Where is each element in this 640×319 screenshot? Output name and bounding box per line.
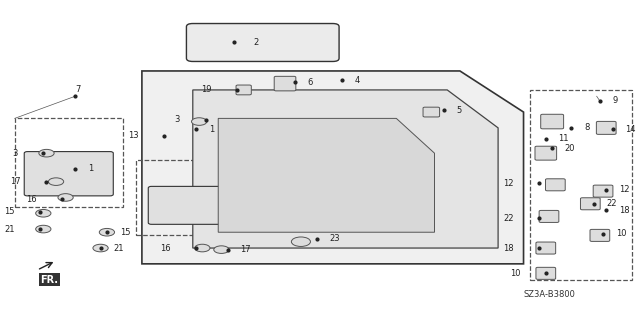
FancyBboxPatch shape xyxy=(541,114,564,129)
Text: 6: 6 xyxy=(307,78,313,86)
Text: 3: 3 xyxy=(175,115,180,124)
Circle shape xyxy=(191,118,207,125)
Circle shape xyxy=(291,237,310,247)
Text: 12: 12 xyxy=(619,185,630,194)
Text: 1: 1 xyxy=(209,125,214,134)
FancyBboxPatch shape xyxy=(590,229,610,241)
FancyBboxPatch shape xyxy=(580,198,600,210)
Circle shape xyxy=(195,244,210,252)
Text: 10: 10 xyxy=(616,229,627,238)
Text: 13: 13 xyxy=(128,131,139,140)
FancyBboxPatch shape xyxy=(596,122,616,134)
Circle shape xyxy=(214,246,229,253)
Circle shape xyxy=(36,225,51,233)
Text: 19: 19 xyxy=(202,85,212,94)
FancyBboxPatch shape xyxy=(236,85,252,95)
Circle shape xyxy=(93,244,108,252)
Text: 1: 1 xyxy=(88,165,93,174)
Text: 22: 22 xyxy=(504,213,514,222)
Text: 16: 16 xyxy=(26,195,37,204)
FancyBboxPatch shape xyxy=(148,186,231,224)
Text: FR.: FR. xyxy=(40,275,58,285)
Polygon shape xyxy=(142,71,524,264)
Text: 23: 23 xyxy=(330,234,340,243)
Text: 2: 2 xyxy=(253,38,259,47)
Text: 18: 18 xyxy=(504,243,514,253)
Circle shape xyxy=(99,228,115,236)
Text: 7: 7 xyxy=(75,85,81,94)
FancyBboxPatch shape xyxy=(274,76,296,91)
Text: 16: 16 xyxy=(160,243,170,253)
FancyBboxPatch shape xyxy=(545,179,565,191)
FancyBboxPatch shape xyxy=(539,211,559,222)
Text: 12: 12 xyxy=(504,179,514,188)
Text: 21: 21 xyxy=(4,225,15,234)
Text: 3: 3 xyxy=(13,149,18,158)
Text: 4: 4 xyxy=(355,76,360,85)
Text: 22: 22 xyxy=(606,199,617,208)
Text: 14: 14 xyxy=(625,125,636,134)
Circle shape xyxy=(36,210,51,217)
FancyBboxPatch shape xyxy=(24,152,113,196)
Text: 15: 15 xyxy=(4,207,15,216)
Circle shape xyxy=(39,149,54,157)
Text: 15: 15 xyxy=(120,228,130,237)
FancyBboxPatch shape xyxy=(536,267,556,279)
FancyBboxPatch shape xyxy=(593,185,613,197)
Text: 9: 9 xyxy=(612,97,618,106)
Polygon shape xyxy=(218,118,435,232)
FancyBboxPatch shape xyxy=(535,146,557,160)
FancyBboxPatch shape xyxy=(186,24,339,62)
FancyBboxPatch shape xyxy=(536,242,556,254)
Text: 17: 17 xyxy=(10,177,21,186)
Text: SZ3A-B3800: SZ3A-B3800 xyxy=(524,290,575,299)
Text: 21: 21 xyxy=(113,243,124,253)
Text: 11: 11 xyxy=(559,134,569,144)
Polygon shape xyxy=(193,90,498,248)
Circle shape xyxy=(49,178,63,185)
Text: 17: 17 xyxy=(241,245,251,254)
Circle shape xyxy=(58,194,73,201)
Text: 8: 8 xyxy=(584,123,589,132)
Text: 5: 5 xyxy=(457,106,462,115)
Text: 20: 20 xyxy=(565,144,575,153)
Text: 10: 10 xyxy=(510,269,520,278)
Text: 18: 18 xyxy=(619,206,630,215)
FancyBboxPatch shape xyxy=(423,107,440,117)
